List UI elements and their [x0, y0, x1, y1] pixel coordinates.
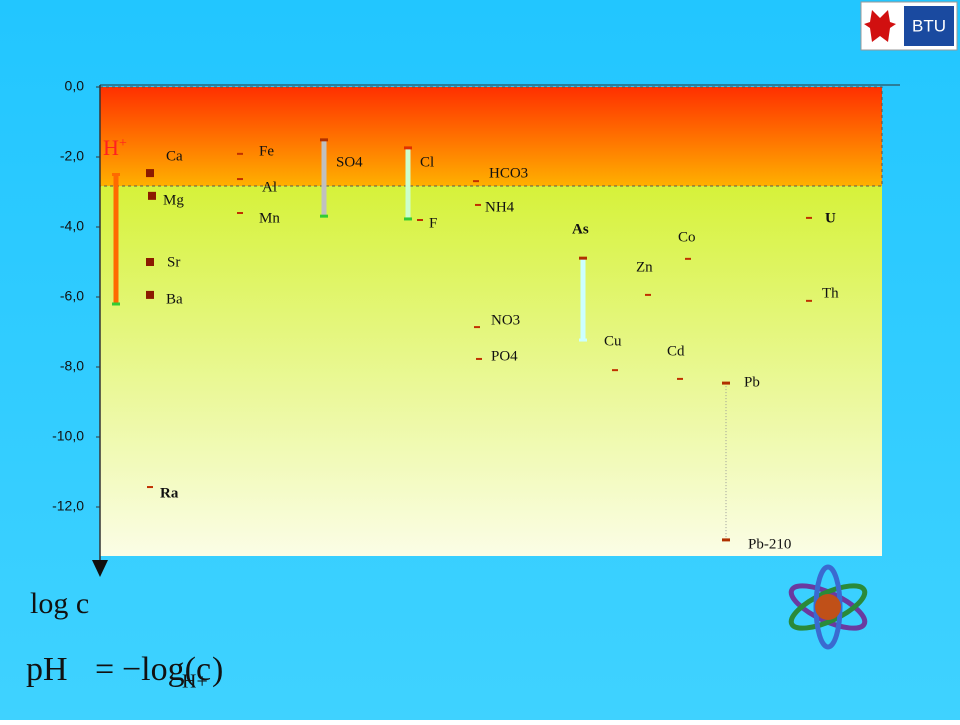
y-tick-label: -12,0	[52, 498, 84, 514]
ion-marker	[146, 169, 154, 178]
ion-label: As	[572, 221, 589, 237]
y-tick-label: -6,0	[60, 288, 84, 304]
formula-eq: =	[95, 651, 114, 688]
base-region	[100, 186, 882, 557]
ion-label: Ba	[166, 291, 183, 307]
logo-text: BTU	[912, 16, 946, 35]
ion-label: H	[103, 135, 119, 160]
ion-label: Cd	[667, 343, 685, 359]
y-tick-label: -4,0	[60, 218, 84, 234]
ion-label: Pb-210	[748, 536, 791, 552]
ion-label: Fe	[259, 143, 274, 159]
ion-label: Co	[678, 229, 696, 245]
y-tick-label: -8,0	[60, 358, 84, 374]
ion-label: HCO3	[489, 165, 528, 181]
ion-label: U	[825, 210, 836, 226]
y-tick-label: -2,0	[60, 148, 84, 164]
ion-label: Mg	[163, 192, 184, 208]
ion-label: Zn	[636, 259, 653, 275]
ion-label: F	[429, 215, 437, 231]
ion-label-sup: +	[119, 136, 127, 151]
ion-label: Ca	[166, 148, 183, 164]
ion-label: NH4	[485, 199, 515, 215]
ion-label: Al	[262, 179, 277, 195]
axis-label: log c	[30, 587, 89, 620]
ion-marker	[146, 258, 154, 266]
atom-icon	[788, 564, 868, 650]
ion-label: Mn	[259, 210, 280, 226]
acid-region	[100, 87, 882, 187]
formula-lhs: pH	[26, 651, 68, 688]
ion-label: Th	[822, 285, 839, 301]
ion-label: Ra	[160, 485, 179, 501]
y-tick-label: 0,0	[65, 78, 85, 94]
ion-label: Cu	[604, 333, 622, 349]
ion-marker	[146, 290, 154, 299]
ion-label: NO3	[491, 312, 520, 328]
formula: pH = −log(c H+ )	[26, 651, 223, 693]
formula-sub: H+	[182, 671, 208, 693]
ion-label: SO4	[336, 154, 363, 170]
ion-marker	[148, 191, 156, 200]
formula-rhs: −log(c	[122, 651, 211, 688]
ion-label: Cl	[420, 154, 434, 170]
ion-label: Pb	[744, 374, 760, 390]
ion-label: PO4	[491, 348, 518, 364]
logo: BTU	[860, 1, 958, 51]
formula-close: )	[212, 651, 223, 688]
ion-label: Sr	[167, 254, 180, 270]
y-tick-label: -10,0	[52, 428, 84, 444]
axis-arrow	[92, 560, 108, 577]
